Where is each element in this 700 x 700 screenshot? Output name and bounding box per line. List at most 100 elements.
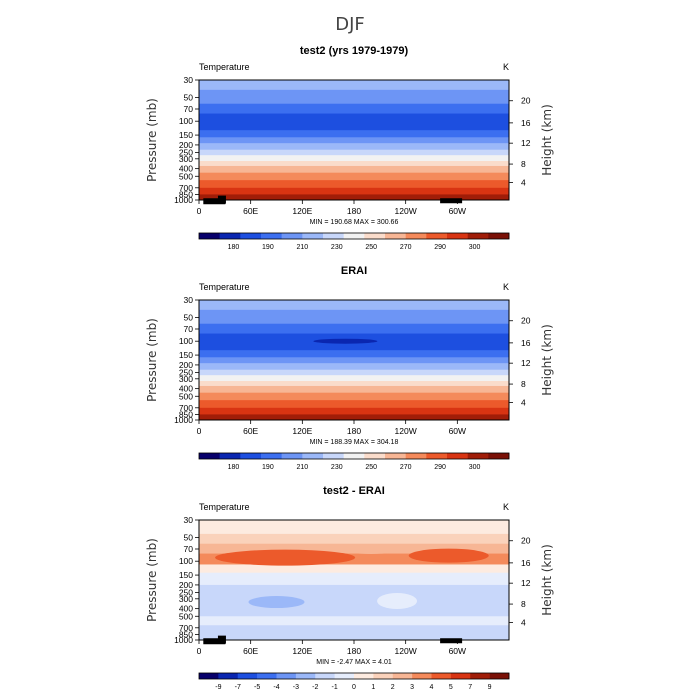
- y-tick-label: 200: [179, 580, 193, 590]
- colorbar-label: 9: [488, 684, 492, 691]
- chart-stats: MIN = 188.39 MAX = 304.18: [310, 439, 399, 446]
- contour-band: [199, 533, 509, 545]
- chart-subtitle-right: K: [503, 502, 509, 512]
- contour-band: [199, 300, 509, 311]
- contour-band: [199, 414, 509, 420]
- colorbar-label: -5: [254, 684, 260, 691]
- chart-field: [199, 520, 509, 640]
- y-tick-label: 1000: [174, 195, 193, 205]
- chart-subtitle-left: Temperature: [199, 282, 250, 292]
- colorbar-swatch: [489, 673, 510, 679]
- chart-panel-1: test2 (yrs 1979-1979) Temperature K 30 50 70 1…: [145, 45, 554, 251]
- colorbar-swatch: [240, 233, 262, 239]
- colorbar-swatch: [364, 453, 386, 459]
- x-tick-label: 180: [347, 646, 361, 656]
- colorbar-label: -1: [332, 684, 338, 691]
- y-tick-label: 300: [179, 374, 193, 384]
- colorbar-swatch: [240, 453, 262, 459]
- contour-band: [199, 172, 509, 181]
- colorbar-swatch: [488, 453, 510, 459]
- height-tick-label: 4: [521, 618, 526, 628]
- colorbar-swatch: [405, 233, 427, 239]
- colorbar-swatch: [281, 233, 303, 239]
- y-axis-label-right: Height (km): [540, 544, 554, 615]
- y-tick-label: 70: [184, 544, 194, 554]
- height-tick-label: 12: [521, 138, 531, 148]
- colorbar-swatch: [323, 233, 344, 239]
- height-tick-label: 4: [521, 398, 526, 408]
- x-tick-label: 180: [347, 426, 361, 436]
- colorbar-frame: [198, 452, 510, 460]
- colorbar-label: 3: [410, 684, 414, 691]
- y-tick-label: 200: [179, 140, 193, 150]
- contour-band: [199, 400, 509, 409]
- y-tick-label: 700: [179, 403, 193, 413]
- contour-band: [199, 392, 509, 401]
- contour-feature: [313, 338, 378, 344]
- contour-feature: [215, 549, 356, 566]
- colorbar-swatch: [447, 233, 468, 239]
- x-tick-label: 180: [347, 206, 361, 216]
- colorbar-swatch: [447, 453, 468, 459]
- height-tick-label: 16: [521, 338, 531, 348]
- colorbar-swatch: [219, 233, 241, 239]
- colorbar-swatch: [343, 233, 365, 239]
- colorbar-swatch: [354, 673, 374, 679]
- height-tick-label: 12: [521, 358, 531, 368]
- y-tick-label: 100: [179, 556, 193, 566]
- contour-band: [199, 130, 509, 138]
- colorbar-label: 180: [228, 464, 240, 471]
- x-tick-label: 120W: [395, 206, 417, 216]
- colorbar-swatch: [302, 453, 324, 459]
- y-tick-label: 70: [184, 104, 194, 114]
- x-tick-label: 120E: [292, 426, 312, 436]
- colorbar-swatch: [199, 673, 219, 679]
- colorbar-label: 250: [365, 464, 377, 471]
- y-tick-label: 50: [184, 92, 194, 102]
- colorbar-swatch: [426, 453, 448, 459]
- y-tick-label: 400: [179, 384, 193, 394]
- y-tick-label: 150: [179, 350, 193, 360]
- colorbar-swatch: [431, 673, 452, 679]
- topography: [203, 638, 226, 645]
- colorbar-swatch: [323, 453, 344, 459]
- chart-title: ERAI: [341, 265, 367, 277]
- colorbar-label: 230: [331, 244, 343, 251]
- colorbar-label: 180: [228, 244, 240, 251]
- figure-title: DJF: [335, 14, 365, 35]
- contour-band: [199, 625, 509, 640]
- y-tick-label: 700: [179, 623, 193, 633]
- x-tick-label: 120W: [395, 426, 417, 436]
- colorbar-label: 230: [331, 464, 343, 471]
- contour-band: [199, 350, 509, 358]
- contour-band: [199, 161, 509, 167]
- x-tick-label: 120W: [395, 646, 417, 656]
- contour-band: [199, 381, 509, 387]
- contour-band: [199, 80, 509, 91]
- x-tick-label: 120E: [292, 206, 312, 216]
- contour-band: [199, 363, 509, 371]
- contour-band: [199, 149, 509, 156]
- y-tick-label: 1000: [174, 415, 193, 425]
- colorbar-swatch: [488, 233, 510, 239]
- y-tick-label: 250: [179, 148, 193, 158]
- colorbar-swatch: [276, 673, 297, 679]
- contour-band: [199, 165, 509, 174]
- x-tick-label: 0: [197, 426, 202, 436]
- chart-subtitle-left: Temperature: [199, 502, 250, 512]
- y-tick-label: 100: [179, 336, 193, 346]
- contour-feature: [377, 593, 418, 610]
- y-tick-label: 50: [184, 532, 194, 542]
- contour-band: [199, 187, 509, 195]
- height-tick-label: 16: [521, 118, 531, 128]
- colorbar-label: 300: [469, 464, 481, 471]
- colorbar-swatch: [315, 673, 335, 679]
- colorbar-swatch: [467, 453, 489, 459]
- colorbar-label: 2: [391, 684, 395, 691]
- x-tick-label: 60E: [243, 206, 258, 216]
- colorbar-label: -9: [215, 684, 221, 691]
- contour-band: [199, 407, 509, 415]
- y-tick-label: 250: [179, 368, 193, 378]
